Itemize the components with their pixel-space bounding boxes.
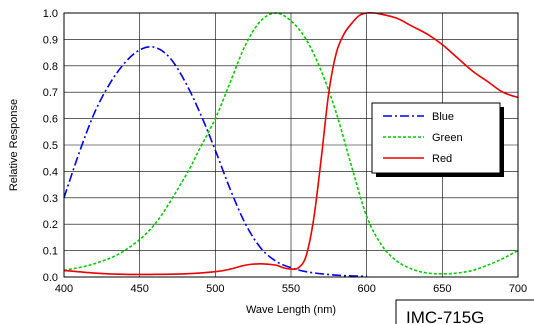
model-annotation-box: IMC-715G <box>395 299 534 324</box>
y-tick-label: 0.4 <box>43 166 58 178</box>
y-tick-label: 0.6 <box>43 114 58 126</box>
y-tick-label: 1.0 <box>43 8 58 20</box>
model-label: IMC-715G <box>406 308 484 324</box>
legend: Blue Green Red <box>371 102 504 177</box>
x-tick-label: 400 <box>55 283 73 295</box>
x-tick-label: 650 <box>433 283 451 295</box>
series-line-red <box>63 11 519 276</box>
x-tick-label: 600 <box>357 283 375 295</box>
model-box <box>395 299 534 324</box>
series-line-green <box>63 12 519 275</box>
x-tick-label: 550 <box>282 283 300 295</box>
legend-label-red: Red <box>432 153 452 165</box>
y-tick-label: 0.2 <box>43 219 58 231</box>
legend-items: Blue Green Red <box>383 111 463 165</box>
y-tick-labels: 0.0 0.1 0.2 0.3 0.4 0.5 0.6 0.7 0.8 0.9 1.0 <box>43 8 58 284</box>
x-tick-label: 500 <box>206 283 224 295</box>
y-tick-label: 0.0 <box>43 272 58 284</box>
y-tick-label: 0.7 <box>43 87 58 99</box>
y-tick-label: 0.1 <box>43 246 58 258</box>
x-tick-label: 450 <box>130 283 148 295</box>
x-axis-label: Wave Length (nm) <box>246 304 336 316</box>
legend-box <box>371 102 501 174</box>
legend-label-green: Green <box>432 132 463 144</box>
x-tick-label: 700 <box>509 283 527 295</box>
y-tick-label: 0.9 <box>43 34 58 46</box>
x-tick-labels: 400 450 500 550 600 650 700 <box>55 283 527 295</box>
series-line-blue <box>63 46 367 278</box>
series-lines <box>63 11 519 278</box>
plot-frame <box>63 12 519 278</box>
y-tick-label: 0.3 <box>43 193 58 205</box>
y-tick-label: 0.5 <box>43 140 58 152</box>
y-tick-label: 0.8 <box>43 61 58 73</box>
legend-label-blue: Blue <box>432 111 454 123</box>
y-axis-label: Relative Response <box>8 99 20 191</box>
